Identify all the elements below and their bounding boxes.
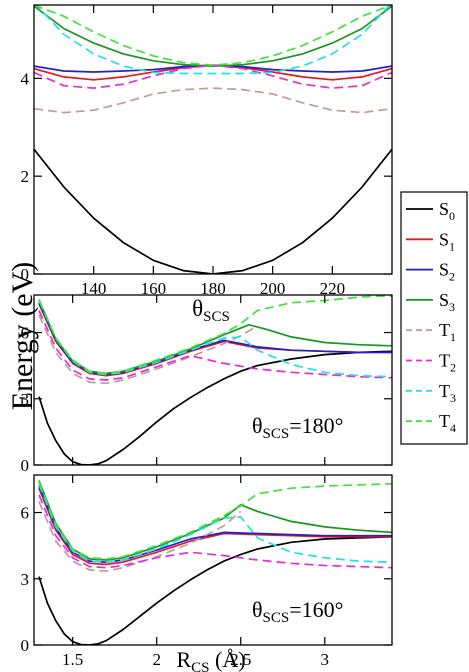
legend-label-t3: T3 — [439, 381, 456, 405]
panel-top-xtick-label: 200 — [260, 279, 286, 298]
legend-label-t1: T1 — [439, 320, 456, 344]
panel-bot-xlabel: RCS (Å) — [176, 647, 245, 672]
panel-theta-scan: 140 160 180 200 220 0 2 4 — [21, 4, 393, 298]
panel-bot-annotation: θSCS=160° — [252, 597, 343, 626]
series-s3-bot — [38, 480, 392, 561]
series-s1-bot — [38, 487, 392, 566]
series-t2-bot — [38, 494, 392, 569]
panel-bot-xtick-label: 3 — [321, 650, 330, 669]
panel-top-series — [34, 5, 392, 274]
panel-mid-ytick-label: 0 — [21, 456, 30, 475]
panel-rcs-160: 1.5 2 2.5 3 0 3 6 — [21, 474, 393, 669]
series-t3-bot — [38, 483, 392, 564]
series-t2-top — [34, 64, 392, 89]
legend-label-t4: T4 — [439, 411, 456, 435]
legend-label-s1: S1 — [439, 229, 455, 253]
series-t1-top — [34, 87, 392, 114]
panel-mid-frame — [33, 294, 393, 466]
panel-bot-xtick-label: 2 — [152, 650, 161, 669]
series-s2-bot — [38, 485, 392, 564]
legend-label-s2: S2 — [439, 260, 455, 284]
legend-label-s3: S3 — [439, 290, 455, 314]
series-s0-bot — [38, 535, 392, 645]
legend: S0 S1 S2 S3 T1 T2 T3 T4 — [400, 191, 468, 445]
panel-bot-series — [38, 480, 392, 645]
panel-mid-ytick-label: 6 — [21, 324, 30, 343]
panel-top-xtick-label: 160 — [141, 279, 167, 298]
panel-top-ytick-label: 0 — [21, 265, 30, 284]
series-t2-mid — [38, 310, 392, 381]
panel-mid-annotation: θSCS=180° — [252, 413, 343, 442]
panel-rcs-180: 0 3 6 — [21, 294, 393, 475]
series-s0-mid — [38, 350, 392, 465]
series-t1-bot — [38, 501, 242, 572]
series-t1-mid — [38, 314, 258, 385]
panel-top-xtick-label: 220 — [320, 279, 346, 298]
series-t4-top — [34, 5, 392, 67]
series-t4-bot — [38, 481, 392, 560]
panel-bot-frame — [33, 474, 393, 646]
panel-bot-ytick-label: 3 — [21, 570, 30, 589]
series-t4-mid — [38, 295, 392, 375]
panel-top-frame — [33, 4, 393, 275]
panel-top-ytick-label: 4 — [21, 69, 30, 88]
panel-bot-xtick-label: 2.5 — [230, 650, 251, 669]
panel-top-ytick-label: 2 — [21, 167, 30, 186]
series-s0-top — [34, 148, 392, 274]
series-s3-top — [34, 5, 392, 67]
series-t3-mid — [38, 300, 392, 378]
panel-top-xtick-label: 140 — [81, 279, 107, 298]
series-t3-top — [35, 5, 391, 75]
panel-top-xtick-label: 180 — [200, 279, 226, 298]
legend-box — [400, 191, 468, 445]
panel-mid-series — [38, 295, 392, 465]
panel-top-xlabel: θSCS — [192, 296, 230, 325]
legend-label-s0: S0 — [439, 199, 455, 223]
legend-label-t2: T2 — [439, 351, 456, 375]
panel-bot-ytick-label: 0 — [21, 636, 30, 655]
panel-mid-ytick-label: 3 — [21, 390, 30, 409]
panel-bot-ytick-label: 6 — [21, 504, 30, 523]
panel-bot-xtick-label: 1.5 — [62, 650, 83, 669]
